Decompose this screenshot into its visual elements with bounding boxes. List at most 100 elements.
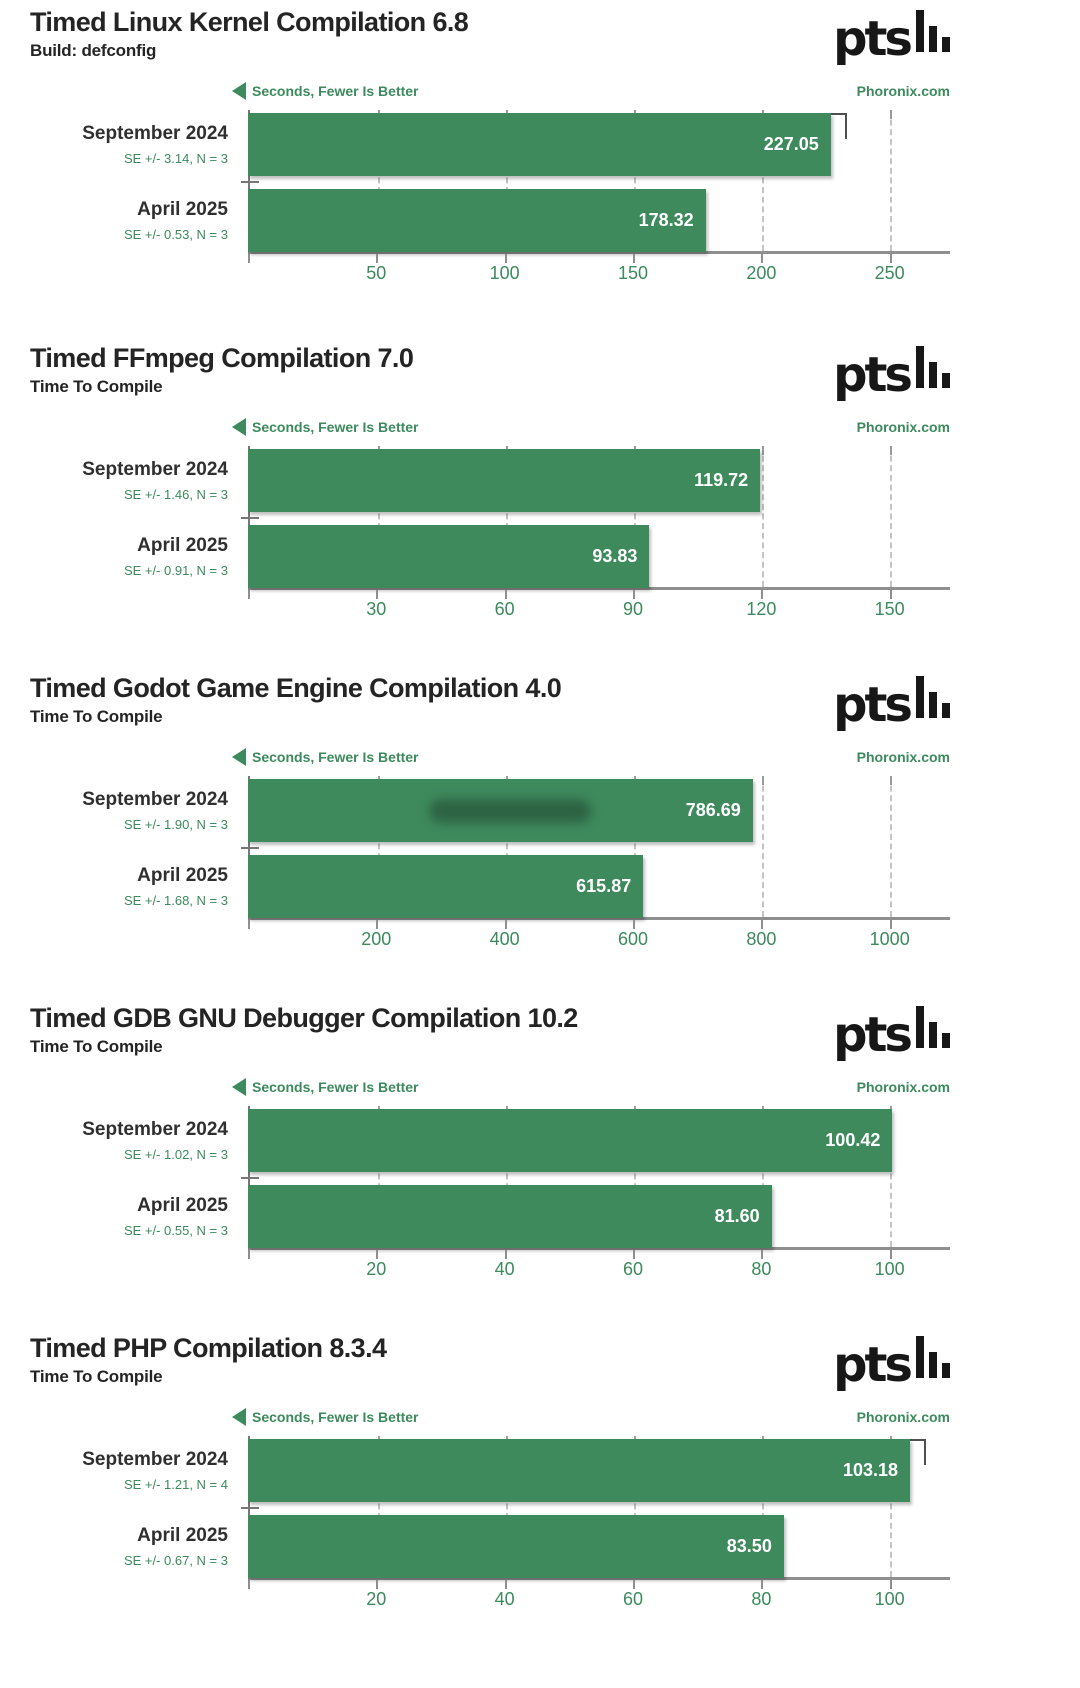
axis-tick-label: 400: [489, 929, 520, 949]
axis-tick: [376, 590, 379, 599]
chart-titles: Timed PHP Compilation 8.3.4 Time To Comp…: [30, 1333, 387, 1387]
bar-se-label: SE +/- 0.67, N = 3: [123, 1553, 228, 1568]
fewer-is-better-label: Seconds, Fewer Is Better: [252, 1079, 419, 1095]
bar: 83.50: [248, 1515, 784, 1578]
axis-tick: [376, 1580, 379, 1589]
chart-titles: Timed Godot Game Engine Compilation 4.0 …: [30, 673, 562, 727]
axis-tick: [504, 1250, 507, 1259]
bar-row: September 2024 SE +/- 3.14, N = 3 227.05: [30, 113, 1050, 176]
bar-right-pad: [950, 855, 1050, 918]
bar-row: April 2025 SE +/- 0.91, N = 3 93.83: [30, 525, 1050, 588]
plot-area: September 2024 SE +/- 1.90, N = 3 786.69…: [30, 776, 1050, 920]
bar-row: April 2025 SE +/- 0.53, N = 3 178.32: [30, 189, 1050, 252]
axis-top-tick: [889, 110, 892, 119]
benchmark-chart: Timed Linux Kernel Compilation 6.8 Build…: [0, 0, 1080, 330]
bar-track: 227.05: [248, 113, 950, 176]
pts-logo-bars-icon: [916, 346, 950, 388]
bar: 100.42: [248, 1109, 893, 1172]
gridline: [761, 1106, 764, 1247]
chart-header: Timed Linux Kernel Compilation 6.8 Build…: [30, 7, 1050, 74]
chart-header: Timed Godot Game Engine Compilation 4.0 …: [30, 673, 1050, 740]
axis-tick-label: 40: [494, 1589, 515, 1609]
bar-row: September 2024 SE +/- 1.90, N = 3 786.69: [30, 779, 1050, 842]
gridline: [633, 110, 636, 251]
x-axis: 30 60 90 120 150: [30, 590, 1050, 622]
axis-tick: [504, 1580, 507, 1589]
chart-header: Timed FFmpeg Compilation 7.0 Time To Com…: [30, 343, 1050, 410]
axis-tick-label: 80: [751, 1589, 772, 1609]
chart-title: Timed PHP Compilation 8.3.4: [30, 1333, 387, 1363]
bar: 178.32: [248, 189, 706, 252]
bar-row: September 2024 SE +/- 1.02, N = 3 100.42: [30, 1109, 1050, 1172]
bar-right-pad: [950, 1109, 1050, 1172]
benchmark-chart: Timed GDB GNU Debugger Compilation 10.2 …: [0, 990, 1080, 1320]
benchmark-chart: Timed Godot Game Engine Compilation 4.0 …: [0, 660, 1080, 990]
chart-title: Timed Godot Game Engine Compilation 4.0: [30, 673, 562, 703]
error-bar-cap: [830, 113, 847, 139]
watermark-smudge: [429, 798, 592, 823]
axis-tick: [632, 920, 635, 929]
bar-right-pad: [950, 113, 1050, 176]
axis-tick-label: 80: [751, 1259, 772, 1279]
axis-tick-label: 600: [617, 929, 648, 949]
bar-track: 615.87: [248, 855, 950, 918]
fewer-is-better-note: Seconds, Fewer Is Better: [232, 748, 419, 766]
axis-tick: [761, 1580, 764, 1589]
chart-meta-row: Seconds, Fewer Is Better Phoronix.com: [30, 1076, 1050, 1098]
chart-subtitle: Build: defconfig: [30, 40, 157, 60]
chart-meta-row: Seconds, Fewer Is Better Phoronix.com: [30, 416, 1050, 438]
axis-tick: [504, 590, 507, 599]
chart-title: Timed FFmpeg Compilation 7.0: [30, 343, 414, 373]
pts-logo: pts: [833, 346, 950, 399]
bar-label-block: April 2025 SE +/- 0.55, N = 3: [30, 1185, 248, 1248]
axis-tick: [632, 1580, 635, 1589]
bar-rows: September 2024 SE +/- 1.21, N = 4 103.18…: [30, 1436, 1050, 1580]
bar-value-label: 786.69: [685, 800, 741, 820]
bar: 81.60: [248, 1185, 772, 1248]
pts-logo: pts: [833, 1336, 950, 1389]
axis-tick: [632, 1250, 635, 1259]
bar-rows: September 2024 SE +/- 1.46, N = 3 119.72…: [30, 446, 1050, 590]
bar-category-label: September 2024: [82, 459, 228, 480]
gridline: [505, 446, 508, 587]
pts-logo-text: pts: [833, 347, 913, 404]
pts-logo-text: pts: [833, 11, 913, 68]
bar-value-label: 100.42: [825, 1130, 881, 1150]
axis-top-tick: [761, 776, 764, 785]
bar-track: 103.18: [248, 1439, 950, 1502]
axis-tick-label: 150: [617, 263, 648, 283]
axis-tick: [889, 254, 892, 263]
axis-tick: [248, 590, 250, 599]
gridline: [377, 1106, 380, 1247]
bar-right-pad: [950, 525, 1050, 588]
bar-value-label: 615.87: [576, 876, 632, 896]
bar-track: 83.50: [248, 1515, 950, 1578]
axis-tick: [889, 590, 892, 599]
chart-title: Timed Linux Kernel Compilation 6.8: [30, 7, 469, 37]
bar-right-pad: [950, 1185, 1050, 1248]
axis-tick-label: 90: [622, 599, 643, 619]
bar-right-pad: [950, 449, 1050, 512]
chart-header: Timed PHP Compilation 8.3.4 Time To Comp…: [30, 1333, 1050, 1400]
axis-tick-label: 20: [366, 1589, 387, 1609]
axis-tick-label: 100: [874, 1589, 905, 1609]
axis-tick: [889, 1580, 892, 1589]
chart-meta-row: Seconds, Fewer Is Better Phoronix.com: [30, 746, 1050, 768]
x-axis: 50 100 150 200 250: [30, 254, 1050, 286]
chart-titles: Timed FFmpeg Compilation 7.0 Time To Com…: [30, 343, 414, 397]
benchmark-charts-page: Timed Linux Kernel Compilation 6.8 Build…: [0, 0, 1080, 1609]
gridline: [505, 1106, 508, 1247]
pts-logo-text: pts: [833, 1337, 913, 1394]
x-axis-scale: 20 40 60 80 100: [248, 1250, 950, 1282]
category-separator-tick: [241, 1507, 259, 1509]
axis-tick-label: 60: [622, 1259, 643, 1279]
bar-row: April 2025 SE +/- 0.55, N = 3 81.60: [30, 1185, 1050, 1248]
plot-area: September 2024 SE +/- 1.02, N = 3 100.42…: [30, 1106, 1050, 1250]
left-arrow-icon: [232, 748, 246, 766]
chart-subtitle: Time To Compile: [30, 376, 163, 396]
chart-subtitle: Time To Compile: [30, 1036, 163, 1056]
bar-value-label: 103.18: [842, 1460, 899, 1480]
axis-tick-label: 150: [874, 599, 905, 619]
pts-logo-text: pts: [833, 1007, 913, 1064]
axis-tick: [761, 920, 764, 929]
